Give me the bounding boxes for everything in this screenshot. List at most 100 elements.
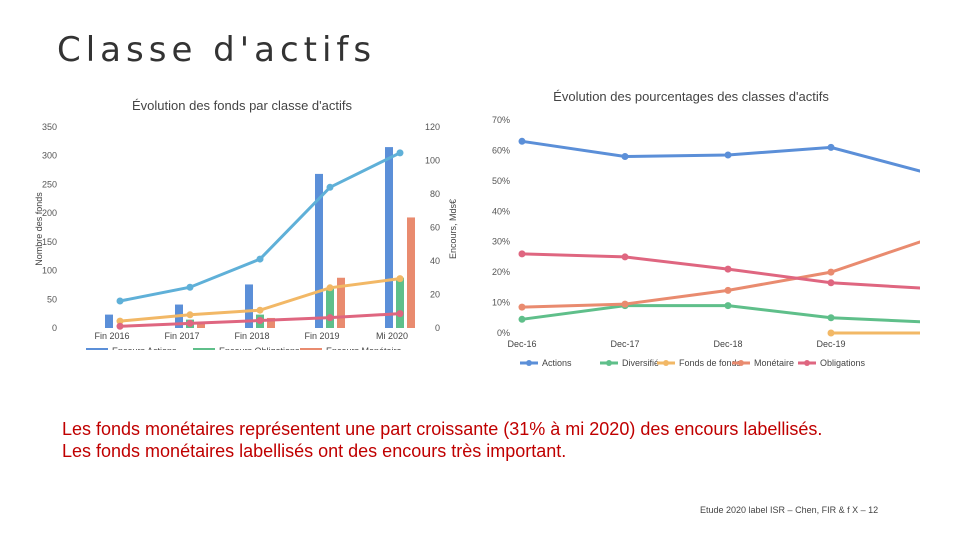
y-tick-label: 50% <box>492 176 510 186</box>
legend-label-monetaire: Monétaire <box>754 358 794 368</box>
x-tick-label: Dec-18 <box>713 339 742 349</box>
point-fonds-de-fonds <box>827 329 835 337</box>
point-actions <box>621 153 629 161</box>
y-tick-label: 70% <box>492 115 510 125</box>
bar-encours-monetaire <box>197 322 205 328</box>
y-tick-label: 60% <box>492 145 510 155</box>
point-obligations <box>518 250 526 258</box>
x-tick-label: Fin 2019 <box>304 331 339 341</box>
line-actions <box>119 151 401 303</box>
y2-tick-label: 120 <box>425 122 440 132</box>
point-obligations <box>256 306 264 314</box>
plot-area: 0% 10% 20% 30% 40% 50% 60% 70% Dec-16 Dec-17 Dec-1… <box>492 115 920 349</box>
bar-encours-monetaire <box>337 277 345 328</box>
y-tick-label: 20% <box>492 267 510 277</box>
x-tick-label: Dec-19 <box>816 339 845 349</box>
legend-swatch-encours-obligations <box>193 348 215 350</box>
point-monetaire <box>621 300 629 308</box>
point-monetaire <box>724 286 732 294</box>
point-actions <box>116 297 124 305</box>
legend-label-encours-actions: Encours Actions <box>112 346 177 350</box>
plot-area: 0 50 100 150 200 250 300 350 0 20 40 60 80 100 120 Fin … <box>42 122 440 341</box>
legend-marker-diversifie <box>606 360 612 366</box>
x-tick-label: Dec-16 <box>507 339 536 349</box>
y2-tick-label: 100 <box>425 156 440 166</box>
y-tick-label: 40% <box>492 206 510 216</box>
point-obligations <box>116 317 124 325</box>
bar-encours-actions <box>105 314 113 328</box>
x-tick-label: Dec-17 <box>610 339 639 349</box>
legend-label-fonds-de-fonds: Fonds de fonds <box>679 358 742 368</box>
point-actions <box>326 183 334 191</box>
x-tick-label: Mi 2020 <box>376 331 408 341</box>
legend-label-diversifie: Diversifié <box>622 358 659 368</box>
legend-marker-monetaire <box>738 360 744 366</box>
y-tick-label: 100 <box>42 266 57 276</box>
y2-tick-label: 40 <box>430 256 440 266</box>
bar-encours-obligations <box>396 277 404 328</box>
y-tick-label: 30% <box>492 237 510 247</box>
y-axis-label: Nombre des fonds <box>34 192 44 266</box>
point-diversifie <box>827 314 835 322</box>
legend-label-encours-monetaire: Encours Monétaire <box>326 346 402 350</box>
y-tick-label: 10% <box>492 298 510 308</box>
legend-label-encours-obligations: Encours Obligations <box>219 346 300 350</box>
point-obligations <box>186 311 194 319</box>
point-actions <box>396 149 404 157</box>
point-actions <box>724 151 732 159</box>
line-monetaire <box>521 240 920 309</box>
point-monetaire <box>326 314 334 322</box>
y-tick-label: 0 <box>52 323 57 333</box>
x-tick-label: Fin 2018 <box>234 331 269 341</box>
y2-axis-label: Encours, Mds€ <box>448 199 458 259</box>
bar-encours-actions <box>315 173 323 328</box>
point-monetaire <box>827 268 835 276</box>
footer-credit: Etude 2020 label ISR – Chen, FIR & f X –… <box>700 505 879 515</box>
point-actions <box>256 255 264 263</box>
bar-encours-obligations <box>326 287 334 328</box>
point-obligations <box>724 265 732 273</box>
legend-label-actions: Actions <box>542 358 572 368</box>
message-line-1: Les fonds monétaires représentent une pa… <box>62 419 823 439</box>
y2-tick-label: 80 <box>430 189 440 199</box>
point-monetaire <box>518 303 526 311</box>
y-tick-label: 150 <box>42 237 57 247</box>
slide-title: Classe d'actifs <box>57 30 377 70</box>
y2-tick-label: 20 <box>430 290 440 300</box>
point-monetaire <box>396 310 404 318</box>
legend: Actions Diversifié Fonds de fonds Monétaire… <box>520 358 866 368</box>
point-actions <box>186 283 194 291</box>
point-monetaire <box>256 317 264 325</box>
legend-swatch-encours-monetaire <box>300 348 322 350</box>
point-obligations <box>827 279 835 287</box>
line-obligations <box>521 252 920 290</box>
y-tick-label: 0% <box>497 328 510 338</box>
line-actions <box>521 139 920 173</box>
chart-title: Évolution des fonds par classe d'actifs <box>132 98 352 113</box>
legend-marker-fonds-de-fonds <box>663 360 669 366</box>
point-obligations <box>396 275 404 283</box>
legend-label-obligations: Obligations <box>820 358 866 368</box>
y-tick-label: 250 <box>42 179 57 189</box>
point-monetaire <box>116 322 124 330</box>
y2-tick-label: 0 <box>435 323 440 333</box>
point-actions <box>827 143 835 151</box>
pourcentages-classes-chart: Évolution des pourcentages des classes d… <box>492 89 920 368</box>
bar-encours-monetaire <box>267 317 275 328</box>
bar-encours-monetaire <box>407 217 415 328</box>
x-tick-label: Fin 2017 <box>164 331 199 341</box>
y-tick-label: 350 <box>42 122 57 132</box>
y-tick-label: 50 <box>47 294 57 304</box>
message-line-2: Les fonds monétaires labellisés ont des … <box>62 441 567 461</box>
point-diversifie <box>724 302 732 310</box>
point-obligations <box>621 253 629 261</box>
key-message: Les fonds monétaires représentent une pa… <box>62 418 942 462</box>
fonds-par-classe-chart: Évolution des fonds par classe d'actifs … <box>34 98 458 350</box>
point-obligations <box>326 284 334 292</box>
x-tick-label: Fin 2016 <box>94 331 129 341</box>
bar-encours-actions <box>385 147 393 328</box>
legend: Encours Actions Encours Obligations Encour… <box>86 346 402 350</box>
bar-encours-actions <box>245 284 253 328</box>
legend-swatch-encours-actions <box>86 348 108 350</box>
legend-marker-actions <box>526 360 532 366</box>
